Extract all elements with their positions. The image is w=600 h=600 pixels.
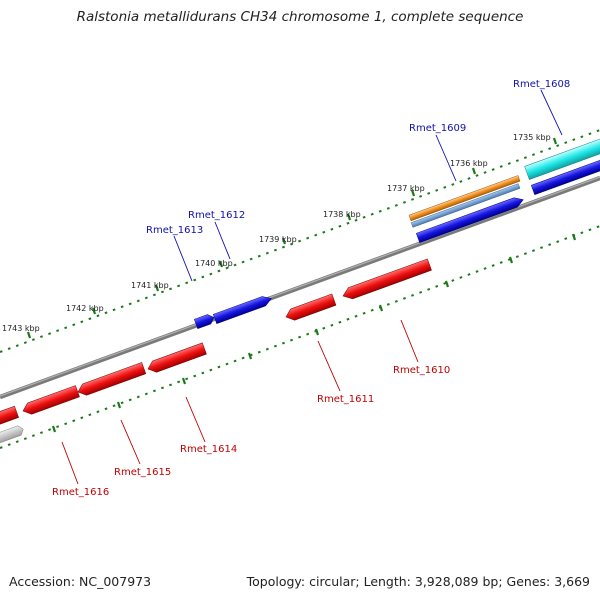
gene-label-rmet-1615: Rmet_1615 [114,467,171,478]
map-title: Ralstonia metallidurans CH34 chromosome … [76,9,524,25]
gene-arrow-rmet-1609 [415,197,524,244]
forward-gene-labels: Rmet_1608 Rmet_1609 Rmet_1612 Rmet_1613 [146,79,570,236]
reverse-leader-lines [61,319,419,485]
gene-label-rmet-1608: Rmet_1608 [513,79,570,90]
gene-arrow-rmet-1616 [22,385,80,415]
gene-arrow-partial [0,405,19,426]
feature-orange [408,175,521,222]
gene-arrow-rmet-1613 [193,314,215,330]
scale-label-1741: 1741 kbp [131,281,169,290]
forward-leader-lines [173,89,563,282]
feature-gray [0,425,24,445]
gene-label-rmet-1614: Rmet_1614 [180,444,237,455]
reverse-tick-track [0,225,600,449]
forward-tick-track [0,129,600,353]
feature-steelblue [410,183,521,228]
gene-arrow-rmet-1611 [285,293,337,321]
scale-label-1736: 1736 kbp [450,159,488,168]
accession-text: Accession: NC_007973 [9,574,152,589]
gene-label-rmet-1609: Rmet_1609 [409,123,466,134]
scale-label-1735: 1735 kbp [513,133,551,142]
scale-label-1738: 1738 kbp [323,210,361,219]
gene-label-rmet-1610: Rmet_1610 [393,365,450,376]
scale-label-1742: 1742 kbp [66,304,104,313]
scale-label-1740: 1740 kbp [195,259,233,268]
gene-features [0,137,600,445]
reverse-gene-labels: Rmet_1610 Rmet_1611 Rmet_1614 Rmet_1615 … [52,365,450,498]
gene-label-rmet-1611: Rmet_1611 [317,394,374,405]
scale-label-1743: 1743 kbp [2,324,40,333]
gene-arrow-rmet-1612 [212,296,272,325]
feature-cyan [524,137,600,180]
gene-arrow-rmet-1610 [342,258,432,300]
gene-label-rmet-1613: Rmet_1613 [146,225,203,236]
gene-arrow-rmet-1608 [530,159,600,196]
scale-label-1739: 1739 kbp [259,235,297,244]
gene-arrow-rmet-1614 [147,342,207,373]
scale-label-1737: 1737 kbp [387,184,425,193]
gene-label-rmet-1612: Rmet_1612 [188,210,245,221]
scale-labels: 1735 kbp 1736 kbp 1737 kbp 1738 kbp 1739… [2,133,551,333]
major-ticks-forward [26,137,558,339]
gene-arrow-rmet-1615 [77,362,147,396]
genome-summary-text: Topology: circular; Length: 3,928,089 bp… [246,574,590,589]
gene-label-rmet-1616: Rmet_1616 [52,487,109,498]
major-ticks-reverse [51,233,577,433]
